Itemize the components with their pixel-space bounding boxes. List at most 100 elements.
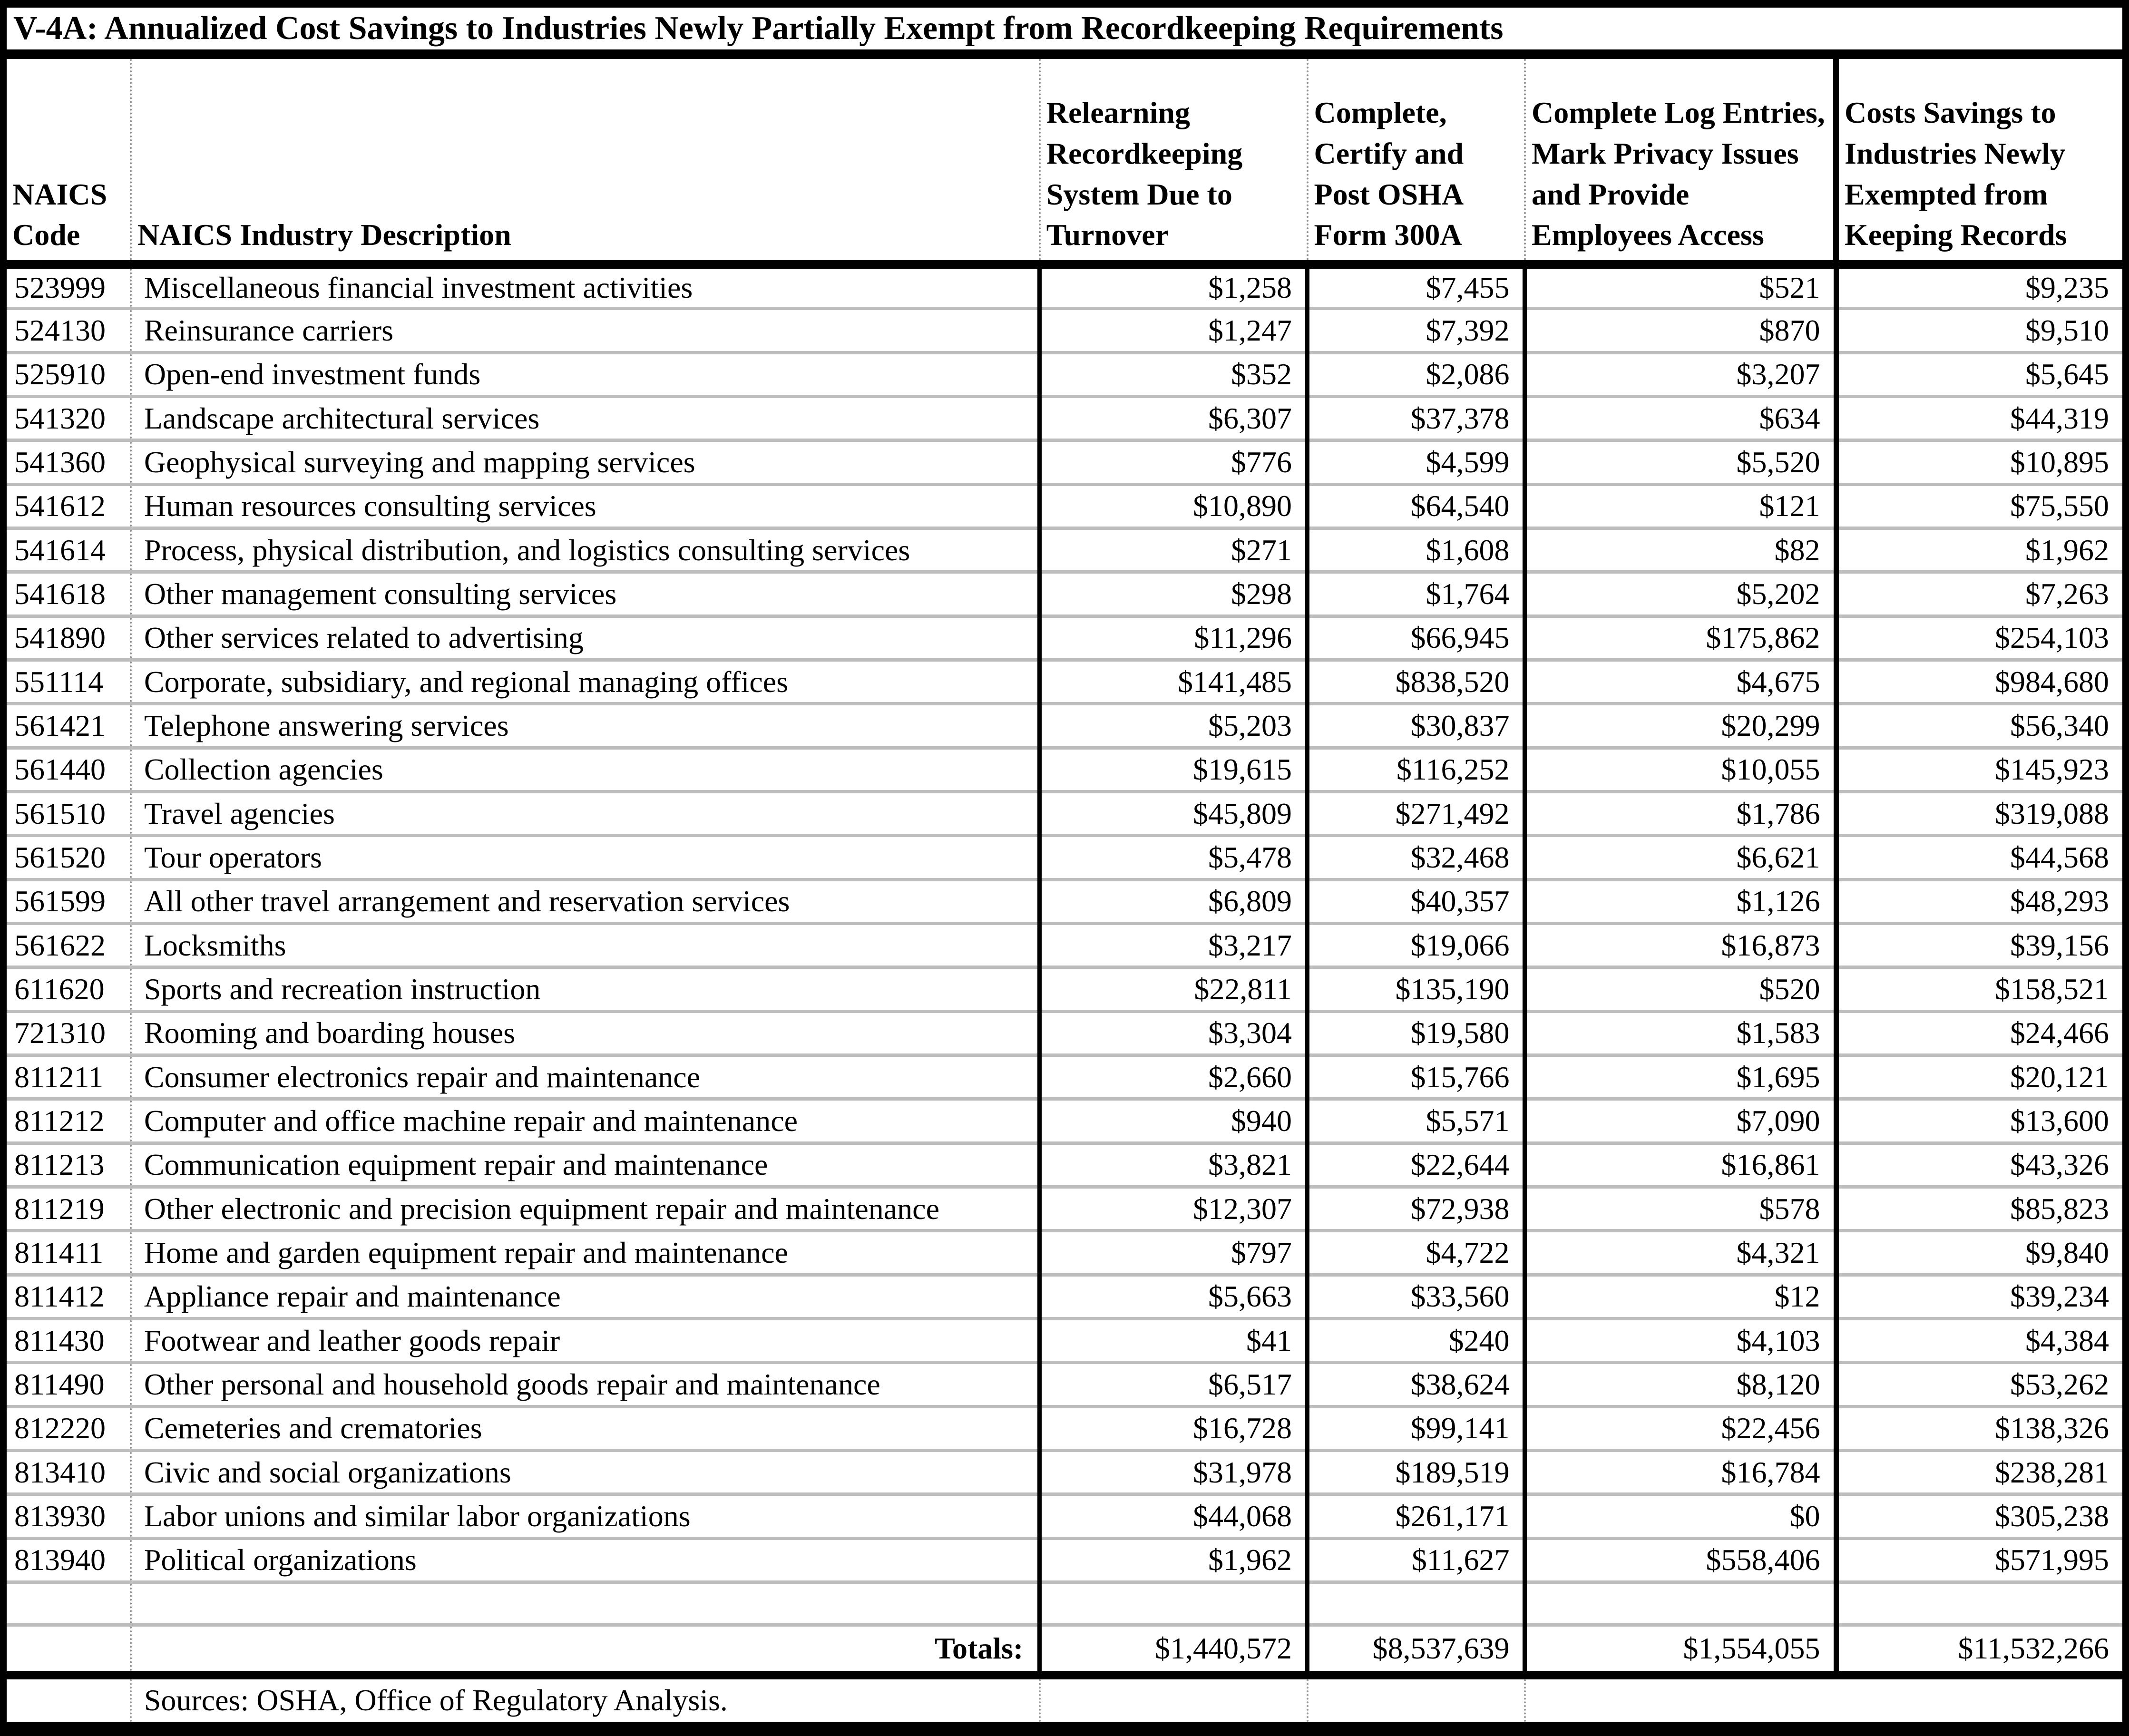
form-300a-cost-cell: $11,627 [1305, 1536, 1525, 1582]
log-entries-cost-cell: $4,321 [1523, 1229, 1836, 1275]
industry-description-cell: Rooming and boarding houses [129, 1009, 1040, 1055]
industry-description-cell: Cemeteries and crematories [129, 1404, 1040, 1451]
relearning-cost-cell: $44,068 [1037, 1492, 1308, 1539]
log-entries-cost-cell: $16,861 [1523, 1141, 1836, 1187]
naics-code-cell: 561421 [3, 702, 131, 748]
form-300a-cost-cell: $7,392 [1305, 307, 1525, 353]
naics-code-cell: 551114 [3, 658, 131, 704]
naics-code-cell: 541614 [3, 526, 131, 572]
relearning-cost-cell: $298 [1037, 570, 1308, 616]
table-header-row: NAICS Code NAICS Industry Description Re… [3, 54, 2126, 269]
total-savings-cell: $305,238 [1833, 1492, 2126, 1539]
total-savings-cell: $319,088 [1833, 790, 2126, 836]
relearning-cost-cell: $141,485 [1037, 658, 1308, 704]
total-savings-cell: $7,263 [1833, 570, 2126, 616]
form-300a-cost-cell: $2,086 [1305, 351, 1525, 397]
industry-description-cell: Corporate, subsidiary, and regional mana… [129, 658, 1040, 704]
form-300a-cost-cell: $189,519 [1305, 1448, 1525, 1494]
table-row: 541614 Process, physical distribution, a… [3, 526, 2126, 572]
form-300a-cost-cell: $37,378 [1305, 394, 1525, 440]
naics-code-cell: 541618 [3, 570, 131, 616]
table-row: 811219 Other electronic and precision eq… [3, 1185, 2126, 1231]
total-savings-cell: $53,262 [1833, 1361, 2126, 1407]
table-row: 811490 Other personal and household good… [3, 1361, 2126, 1407]
total-savings-cell: $5,645 [1833, 351, 2126, 397]
relearning-cost-cell: $3,821 [1037, 1141, 1308, 1187]
form-300a-cost-cell: $99,141 [1305, 1404, 1525, 1451]
naics-code-cell: 561599 [3, 878, 131, 924]
totals-label: Totals: [129, 1623, 1040, 1679]
form-300a-cost-cell: $66,945 [1305, 614, 1525, 660]
industry-description-cell: Tour operators [129, 834, 1040, 880]
industry-description-cell: Telephone answering services [129, 702, 1040, 748]
industry-description-cell: Labor unions and similar labor organizat… [129, 1492, 1040, 1539]
relearning-cost-cell: $797 [1037, 1229, 1308, 1275]
industry-description-cell: Miscellaneous financial investment activ… [129, 263, 1040, 309]
total-savings-cell: $158,521 [1833, 966, 2126, 1012]
naics-code-cell: 721310 [3, 1009, 131, 1055]
table-row: 813940 Political organizations $1,962 $1… [3, 1536, 2126, 1582]
industry-description-cell: Other management consulting services [129, 570, 1040, 616]
table-row: 561599 All other travel arrangement and … [3, 878, 2126, 924]
log-entries-cost-cell: $12 [1523, 1273, 1836, 1319]
industry-description-cell: All other travel arrangement and reserva… [129, 878, 1040, 924]
col-header-industry-description: NAICS Industry Description [129, 54, 1040, 269]
relearning-cost-cell: $41 [1037, 1317, 1308, 1363]
log-entries-cost-cell: $5,520 [1523, 439, 1836, 485]
naics-code-cell: 811411 [3, 1229, 131, 1275]
total-savings-cell: $984,680 [1833, 658, 2126, 704]
naics-code-cell: 811430 [3, 1317, 131, 1363]
industry-description-cell: Home and garden equipment repair and mai… [129, 1229, 1040, 1275]
relearning-cost-cell: $5,478 [1037, 834, 1308, 880]
form-300a-cost-cell: $22,644 [1305, 1141, 1525, 1187]
industry-description-cell: Sports and recreation instruction [129, 966, 1040, 1012]
total-savings-cell: $9,840 [1833, 1229, 2126, 1275]
table-title-row: V-4A: Annualized Cost Savings to Industr… [3, 4, 2126, 59]
table-row: 541890 Other services related to adverti… [3, 614, 2126, 660]
form-300a-cost-cell: $40,357 [1305, 878, 1525, 924]
total-savings-cell: $13,600 [1833, 1097, 2126, 1143]
total-savings-cell: $85,823 [1833, 1185, 2126, 1231]
form-300a-cost-cell: $240 [1305, 1317, 1525, 1363]
table-row: 813410 Civic and social organizations $3… [3, 1448, 2126, 1494]
table-row: 811212 Computer and office machine repai… [3, 1097, 2126, 1143]
table-row: 811211 Consumer electronics repair and m… [3, 1053, 2126, 1099]
naics-code-cell: 811213 [3, 1141, 131, 1187]
log-entries-cost-cell: $4,675 [1523, 658, 1836, 704]
form-300a-cost-cell: $5,571 [1305, 1097, 1525, 1143]
relearning-cost-cell: $5,203 [1037, 702, 1308, 748]
source-note: Sources: OSHA, Office of Regulatory Anal… [129, 1675, 1040, 1729]
table-row: 561440 Collection agencies $19,615 $116,… [3, 746, 2126, 792]
naics-code-cell: 811211 [3, 1053, 131, 1099]
totals-form-300a-cell: $8,537,639 [1305, 1623, 1525, 1679]
naics-code-cell: 541320 [3, 394, 131, 440]
form-300a-cost-cell: $261,171 [1305, 1492, 1525, 1539]
relearning-cost-cell: $3,217 [1037, 921, 1308, 967]
form-300a-cost-cell: $271,492 [1305, 790, 1525, 836]
relearning-cost-cell: $11,296 [1037, 614, 1308, 660]
table-row: 811412 Appliance repair and maintenance … [3, 1273, 2126, 1319]
relearning-cost-cell: $31,978 [1037, 1448, 1308, 1494]
relearning-cost-cell: $2,660 [1037, 1053, 1308, 1099]
industry-description-cell: Other services related to advertising [129, 614, 1040, 660]
table-row: 811213 Communication equipment repair an… [3, 1141, 2126, 1187]
naics-code-cell: 541612 [3, 482, 131, 528]
col-header-total-savings: Costs Savings to Industries Newly Exempt… [1833, 54, 2126, 269]
total-savings-cell: $571,995 [1833, 1536, 2126, 1582]
total-savings-cell: $145,923 [1833, 746, 2126, 792]
total-savings-cell: $238,281 [1833, 1448, 2126, 1494]
table-row: 561421 Telephone answering services $5,2… [3, 702, 2126, 748]
industry-description-cell: Political organizations [129, 1536, 1040, 1582]
log-entries-cost-cell: $558,406 [1523, 1536, 1836, 1582]
naics-code-cell: 561440 [3, 746, 131, 792]
naics-code-cell: 813930 [3, 1492, 131, 1539]
table-row: 812220 Cemeteries and crematories $16,72… [3, 1404, 2126, 1451]
industry-description-cell: Collection agencies [129, 746, 1040, 792]
table-row: 561622 Locksmiths $3,217 $19,066 $16,873… [3, 921, 2126, 967]
total-savings-cell: $20,121 [1833, 1053, 2126, 1099]
log-entries-cost-cell: $4,103 [1523, 1317, 1836, 1363]
log-entries-cost-cell: $1,786 [1523, 790, 1836, 836]
relearning-cost-cell: $10,890 [1037, 482, 1308, 528]
